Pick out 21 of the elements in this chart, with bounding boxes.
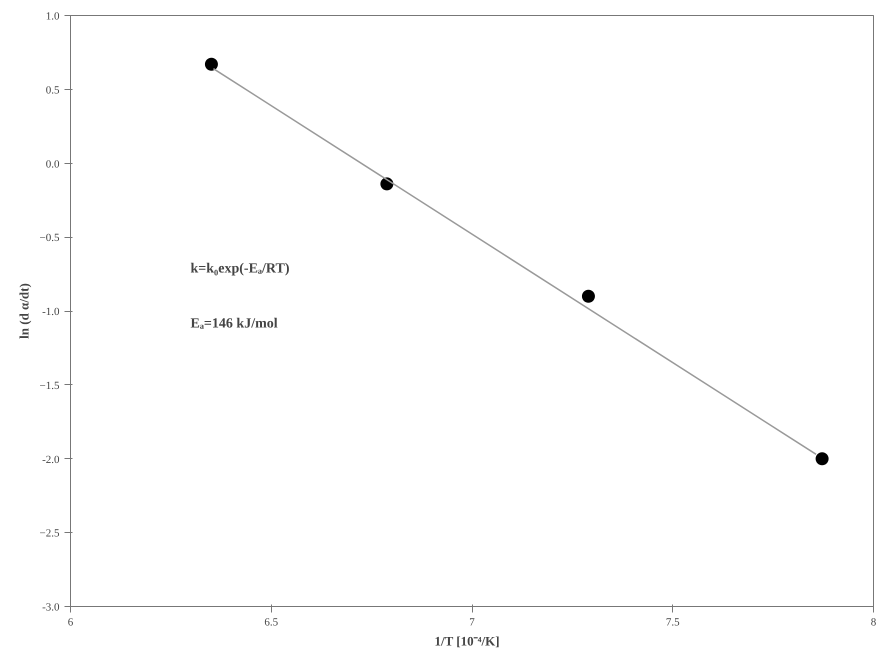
point <box>204 58 218 71</box>
y-tick-label: −0.5 <box>40 232 60 244</box>
x-tick-label: 7.5 <box>666 616 680 628</box>
x-tick-label: 8 <box>870 616 877 628</box>
y-tick-label: -1.0 <box>42 306 60 318</box>
point <box>582 290 595 303</box>
y-tick-label: 0.5 <box>46 84 60 96</box>
y-tick-label: -2.0 <box>42 454 60 466</box>
point <box>816 452 829 466</box>
x-tick-label: 6.5 <box>264 616 279 628</box>
x-axis-title: 1/T [10⁻⁴/K] <box>434 634 500 648</box>
annotation: Eₐ=146 kJ/mol <box>190 316 278 332</box>
y-tick-label: −2.5 <box>40 528 60 540</box>
x-tick-label: 7 <box>469 616 476 628</box>
y-tick-label: 1.0 <box>46 10 60 22</box>
y-tick-label: -3.0 <box>42 602 60 614</box>
y-axis-title: ln (d α/dt) <box>16 283 32 339</box>
annotation: k=k₀exp(-Eₐ/RT) <box>190 262 290 276</box>
x-tick-label: 6 <box>68 616 74 628</box>
y-tick-label: −1.5 <box>40 380 60 392</box>
y-tick-label: 0.0 <box>46 158 60 170</box>
